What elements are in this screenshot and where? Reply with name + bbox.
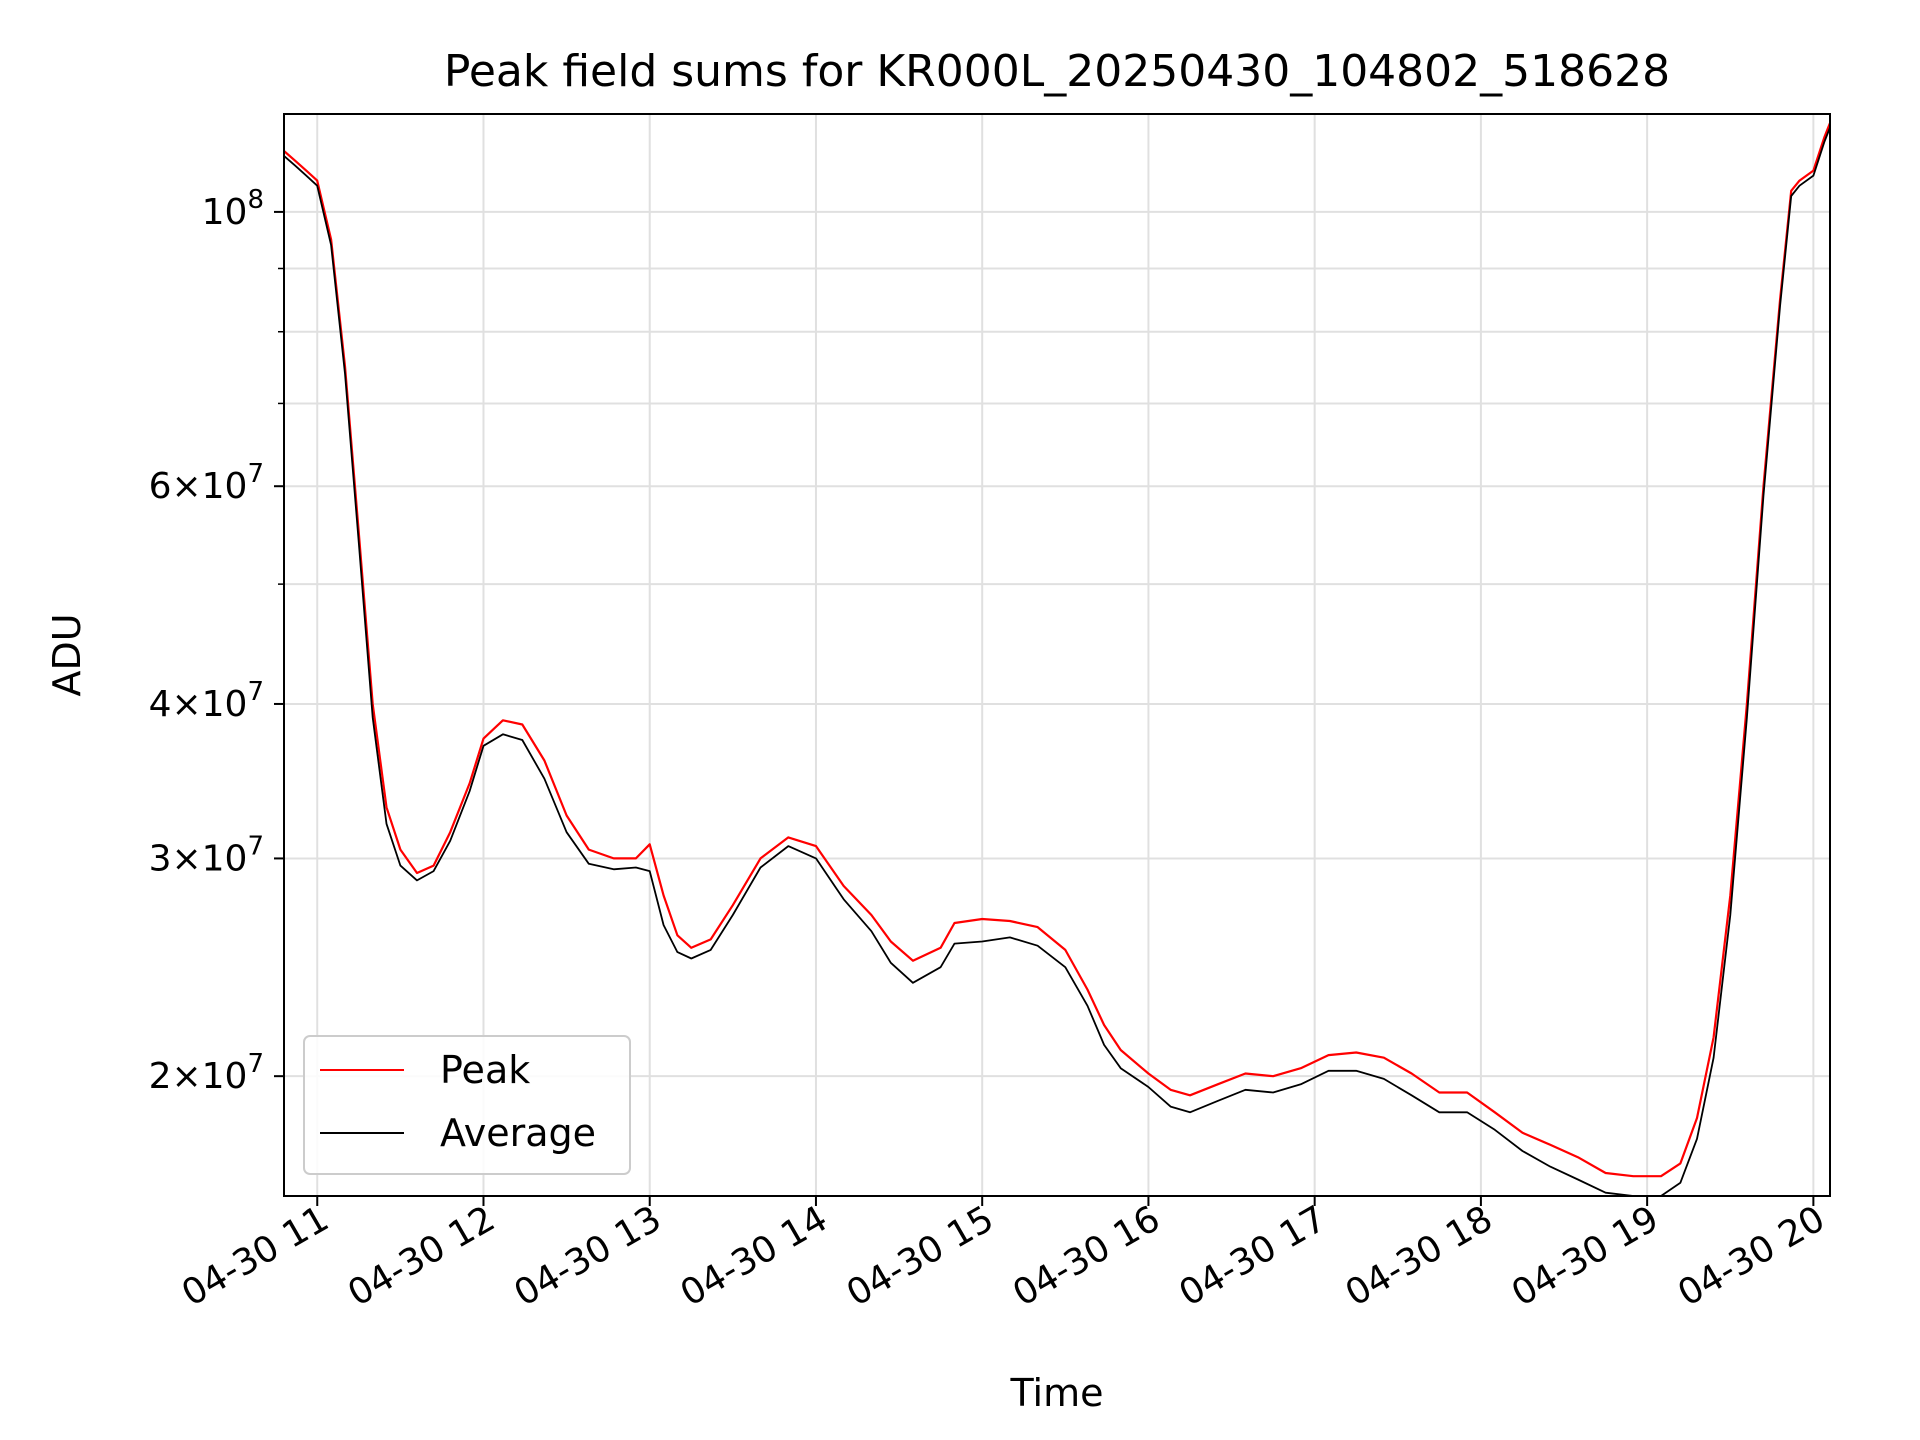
grid-layer xyxy=(284,114,1830,1196)
y-tick-label: 6×107 xyxy=(149,459,264,507)
y-axis-label: ADU xyxy=(45,613,89,696)
chart-title: Peak field sums for KR000L_20250430_1048… xyxy=(444,46,1670,97)
y-tick-label-base: 2×10 xyxy=(149,1056,248,1097)
y-tick-label: 3×107 xyxy=(149,831,264,879)
y-tick-label: 2×107 xyxy=(149,1049,264,1097)
y-tick-label-base: 6×10 xyxy=(149,466,248,507)
series-line-peak xyxy=(283,122,1832,1178)
y-tick-label-base: 4×10 xyxy=(149,684,248,725)
y-tick-label-exponent: 7 xyxy=(247,831,264,861)
legend-label-peak: Peak xyxy=(440,1048,530,1092)
y-tick-label-exponent: 7 xyxy=(247,677,264,707)
y-tick-label-exponent: 7 xyxy=(247,459,264,489)
y-tick-label-exponent: 7 xyxy=(247,1049,264,1079)
plot-frame xyxy=(283,113,1831,1197)
y-tick-label-base: 10 xyxy=(202,192,248,233)
y-tick-label-exponent: 8 xyxy=(247,185,264,215)
y-tick-label: 4×107 xyxy=(149,677,264,725)
y-tick-label: 108 xyxy=(202,185,264,233)
y-tick-label-base: 3×10 xyxy=(149,838,248,879)
legend: Peak Average xyxy=(303,1035,631,1175)
x-axis-label: Time xyxy=(1010,1371,1104,1415)
legend-label-average: Average xyxy=(440,1111,596,1155)
